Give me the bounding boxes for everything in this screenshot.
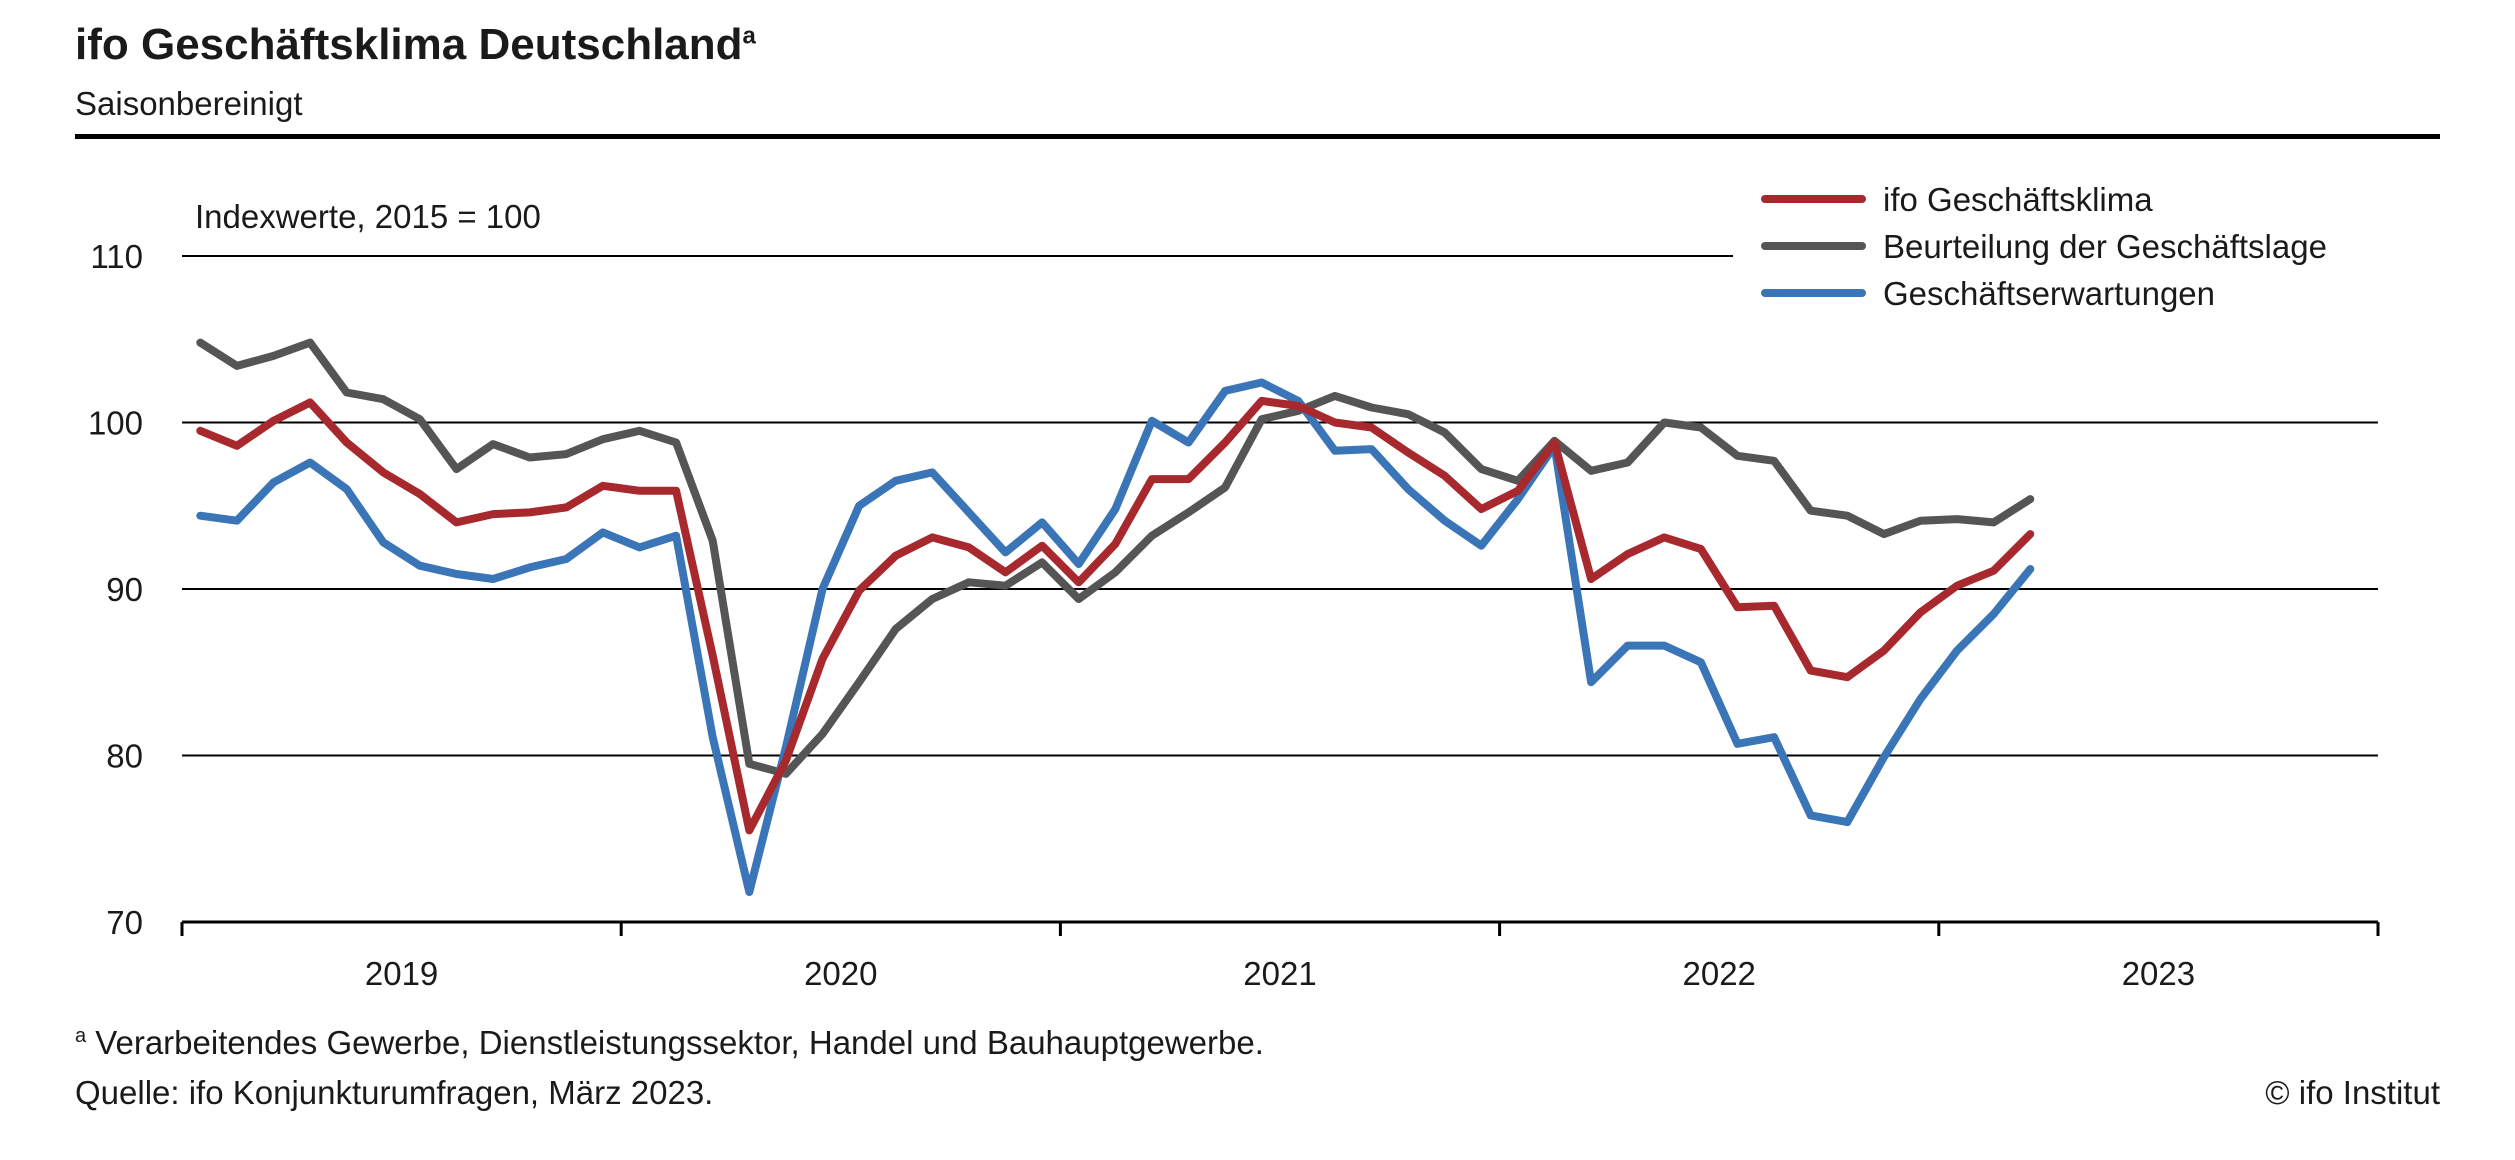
title-footnote-marker: a bbox=[742, 22, 756, 50]
x-tick-label: 2021 bbox=[1243, 955, 1316, 992]
x-tick-label: 2022 bbox=[1682, 955, 1755, 992]
axes: 70 80 90 100 110 Indexwerte, 2015 = 100 2019 20… bbox=[88, 198, 2380, 992]
x-tick-label: 2019 bbox=[365, 955, 438, 992]
chart-title-text: ifo Geschäftsklima Deutschland bbox=[75, 20, 743, 69]
legend-label: Geschäftserwartungen bbox=[1883, 275, 2215, 312]
series-line-2 bbox=[196, 338, 2035, 778]
chart-title: ifo Geschäftsklima Deutschlanda bbox=[75, 20, 756, 70]
series-line-1 bbox=[196, 396, 2035, 835]
series-line-3 bbox=[196, 378, 2035, 896]
footnote-marker: a bbox=[75, 1025, 87, 1047]
gridlines bbox=[182, 255, 2378, 757]
series-lines bbox=[196, 338, 2035, 896]
y-tick-label: 70 bbox=[106, 904, 143, 941]
y-tick-label: 90 bbox=[106, 571, 143, 608]
x-tick-label: 2020 bbox=[804, 955, 877, 992]
legend-label: ifo Geschäftsklima bbox=[1883, 181, 2153, 218]
legend-label: Beurteilung der Geschäftslage bbox=[1883, 228, 2327, 265]
y-tick-label: 80 bbox=[106, 738, 143, 775]
y-tick-label: 110 bbox=[90, 238, 143, 275]
header-rule bbox=[75, 134, 2440, 139]
x-tick-label: 2023 bbox=[2122, 955, 2195, 992]
source-note: Quelle: ifo Konjunkturumfragen, März 202… bbox=[75, 1074, 714, 1111]
footnote-text: Verarbeitendes Gewerbe, Dienstleistungss… bbox=[95, 1024, 1264, 1061]
y-tick-label: 100 bbox=[88, 405, 143, 442]
legend: ifo Geschäftsklima Beurteilung der Geschä… bbox=[1761, 181, 2327, 312]
footnote: a Verarbeitendes Gewerbe, Dienstleistung… bbox=[75, 1024, 1264, 1062]
y-axis-label: Indexwerte, 2015 = 100 bbox=[195, 198, 541, 235]
copyright-note: © ifo Institut bbox=[2265, 1074, 2440, 1111]
chart-subtitle: Saisonbereinigt bbox=[75, 85, 303, 122]
